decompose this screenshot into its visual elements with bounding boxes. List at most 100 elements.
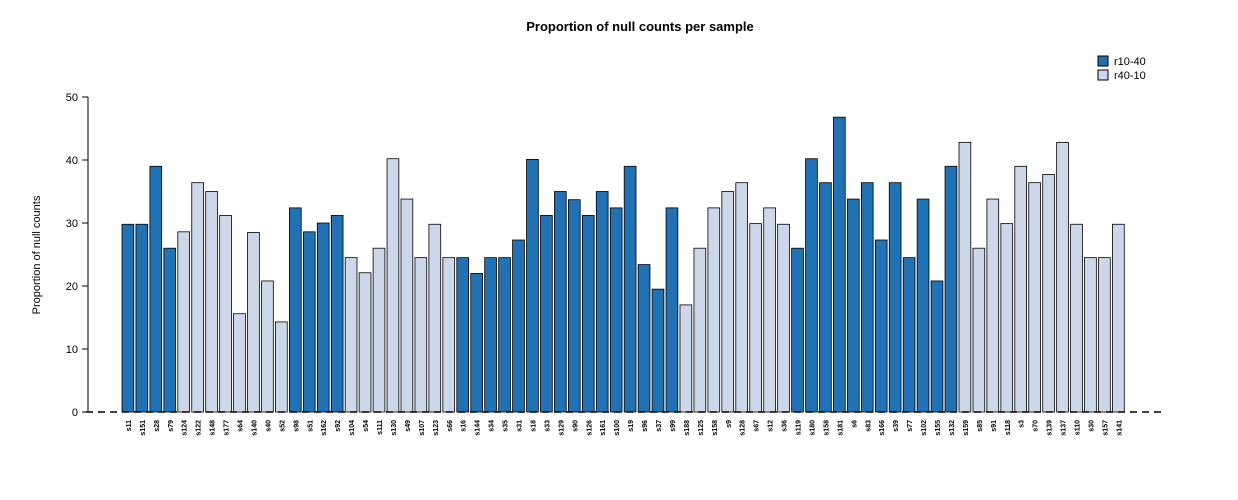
x-tick-label: s51 bbox=[307, 420, 314, 432]
bar-s92 bbox=[330, 215, 344, 413]
x-tick-label: s66 bbox=[447, 420, 454, 432]
bar-s66 bbox=[442, 257, 456, 413]
x-tick-label: s157 bbox=[1102, 420, 1109, 436]
y-axis-label: Proportion of null counts bbox=[31, 195, 43, 314]
bar-s33 bbox=[540, 215, 553, 413]
legend-swatch-r10-40 bbox=[1097, 55, 1109, 67]
x-tick-label: s35 bbox=[503, 420, 510, 432]
bar-s144 bbox=[470, 272, 483, 413]
x-tick-label: s122 bbox=[196, 420, 203, 436]
plot-area: 0 10 20 30 40 50 s11 s151 s28 s79 s124 s122 s148 s177… bbox=[66, 92, 1165, 436]
bar-s64 bbox=[233, 313, 246, 413]
bar-s54 bbox=[358, 272, 372, 413]
bar-s70 bbox=[1028, 182, 1041, 413]
x-tick-label: s141 bbox=[1116, 420, 1123, 436]
y-tick-label: 0 bbox=[72, 407, 78, 419]
x-tick-label: s99 bbox=[670, 420, 677, 432]
bar-s99 bbox=[665, 207, 679, 413]
x-tick-label: s125 bbox=[698, 420, 705, 436]
x-tick-label: s31 bbox=[517, 420, 524, 432]
x-tick-label: s119 bbox=[796, 420, 803, 435]
x-tick-label: s118 bbox=[1005, 420, 1012, 435]
x-tick-label: s54 bbox=[363, 420, 370, 432]
bar-s77 bbox=[902, 257, 916, 413]
x-tick-label: s148 bbox=[210, 420, 217, 436]
x-tick-label: s83 bbox=[865, 420, 872, 432]
x-tick-label: s102 bbox=[921, 420, 928, 436]
x-tick-label: s110 bbox=[1075, 420, 1082, 435]
bar-s16 bbox=[456, 257, 469, 413]
x-tick-label: s11 bbox=[126, 420, 133, 431]
bar-s110 bbox=[1070, 223, 1083, 413]
x-tick-label: s177 bbox=[224, 420, 231, 436]
x-tick-label: s158 bbox=[823, 420, 830, 436]
x-tick-label: s159 bbox=[963, 420, 970, 436]
y-tick-label: 20 bbox=[66, 281, 78, 293]
bar-s102 bbox=[916, 198, 930, 413]
x-tick-label: s132 bbox=[949, 420, 956, 436]
y-tick-label: 10 bbox=[66, 344, 78, 356]
bar-s140 bbox=[247, 232, 260, 413]
x-tick-label: s28 bbox=[154, 420, 161, 432]
legend-label-r10-40: r10-40 bbox=[1114, 56, 1146, 68]
bar-s98 bbox=[288, 207, 302, 413]
x-tick-label: s181 bbox=[837, 420, 844, 436]
bar-s177 bbox=[219, 215, 232, 413]
bar-s151 bbox=[135, 223, 149, 413]
bar-s119 bbox=[791, 247, 804, 413]
x-tick-label: s6 bbox=[851, 420, 858, 428]
x-tick-label: s100 bbox=[614, 420, 621, 436]
x-tick-label: s161 bbox=[600, 420, 607, 436]
x-tick-label: s33 bbox=[544, 420, 551, 432]
bar-s91 bbox=[986, 198, 1000, 413]
bar-s166 bbox=[874, 239, 888, 413]
bar-s118 bbox=[1000, 223, 1014, 413]
x-tick-label: s30 bbox=[1088, 420, 1095, 432]
x-tick-label: s128 bbox=[740, 420, 747, 436]
bar-s34 bbox=[484, 257, 497, 413]
x-tick-label: s92 bbox=[335, 420, 342, 432]
y-tick-label: 30 bbox=[66, 218, 78, 230]
bar-s141 bbox=[1112, 223, 1125, 413]
bar-s12 bbox=[763, 207, 776, 413]
bar-s51 bbox=[302, 231, 316, 413]
bar-s132 bbox=[944, 165, 958, 413]
legend-swatch-r40-10 bbox=[1097, 69, 1109, 81]
chart-title: Proportion of null counts per sample bbox=[526, 19, 754, 34]
bar-s6 bbox=[847, 198, 860, 413]
bar-s9 bbox=[721, 191, 735, 413]
bar-s39 bbox=[888, 182, 902, 413]
y-tick-label: 40 bbox=[66, 155, 78, 167]
bar-s162 bbox=[316, 222, 330, 413]
x-tick-label: s162 bbox=[321, 420, 328, 436]
x-tick-label: s166 bbox=[879, 420, 886, 436]
x-tick-label: s9 bbox=[726, 420, 733, 428]
x-tick-label: s40 bbox=[265, 420, 272, 432]
bar-s188 bbox=[679, 304, 693, 413]
bar-s137 bbox=[1056, 141, 1069, 413]
bar-s28 bbox=[149, 165, 163, 413]
x-tick-label: s104 bbox=[349, 420, 356, 436]
bar-s130 bbox=[386, 158, 400, 413]
x-tick-label: s91 bbox=[991, 420, 998, 432]
x-tick-label: s79 bbox=[168, 420, 175, 432]
x-tick-label: s36 bbox=[782, 420, 789, 432]
bar-s35 bbox=[498, 257, 511, 413]
bar-s181 bbox=[833, 116, 846, 413]
x-tick-label: s180 bbox=[809, 420, 816, 436]
bar-s83 bbox=[860, 182, 874, 413]
x-tick-label: s19 bbox=[628, 420, 635, 432]
bar-s158 bbox=[707, 207, 721, 413]
x-tick-label: s85 bbox=[977, 420, 984, 432]
x-tick-label: s52 bbox=[279, 420, 286, 432]
bar-s180 bbox=[805, 158, 818, 413]
x-tick-label: s126 bbox=[586, 420, 593, 436]
bar-s31 bbox=[512, 239, 525, 413]
x-tick-label: s18 bbox=[530, 420, 537, 432]
bar-s11 bbox=[121, 223, 135, 413]
bar-s148 bbox=[205, 191, 218, 413]
x-tick-label: s37 bbox=[656, 420, 663, 432]
bar-s49 bbox=[400, 198, 414, 413]
